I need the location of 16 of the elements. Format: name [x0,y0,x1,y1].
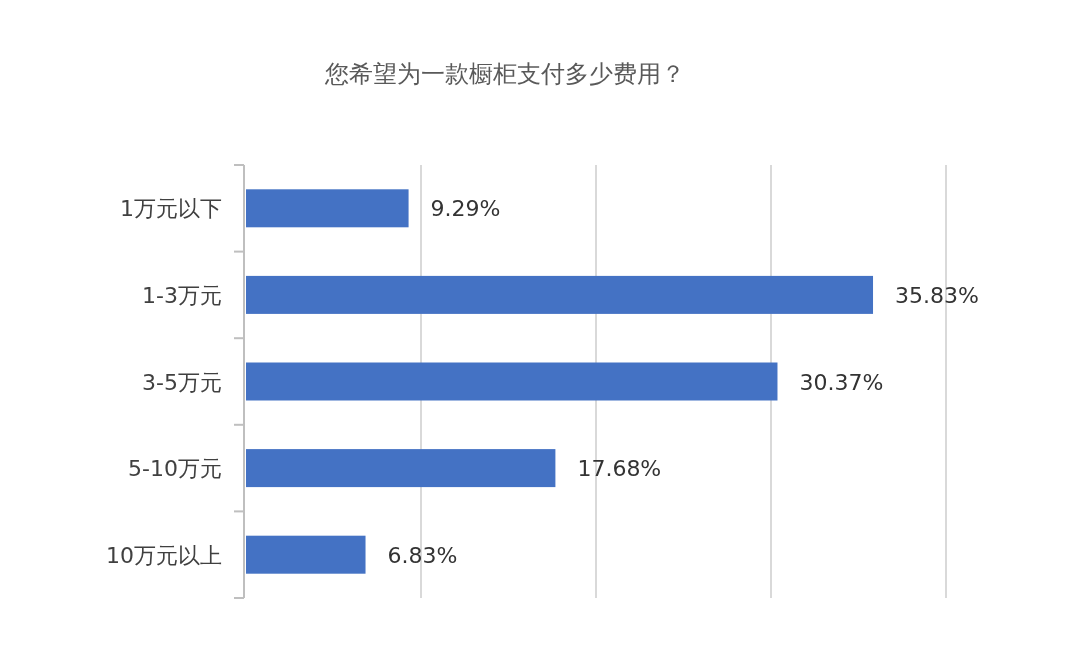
data-label: 9.29% [430,196,501,222]
data-label: 17.68% [577,456,662,482]
y-tick-label: 10万元以上 [106,542,222,568]
chart-title: 您希望为一款橱柜支付多少费用？ [324,60,685,88]
data-label: 6.83% [387,542,458,568]
bar [246,535,366,574]
bar [246,275,874,314]
data-label: 35.83% [895,282,979,308]
y-tick-label: 1万元以下 [120,196,222,222]
y-tick-label: 3-5万元 [142,369,222,395]
y-tick-label: 5-10万元 [128,456,222,482]
y-tick-label: 1-3万元 [142,282,222,308]
bar [246,189,409,228]
bar [246,362,778,401]
data-label: 30.37% [799,369,884,395]
bar [246,449,556,488]
